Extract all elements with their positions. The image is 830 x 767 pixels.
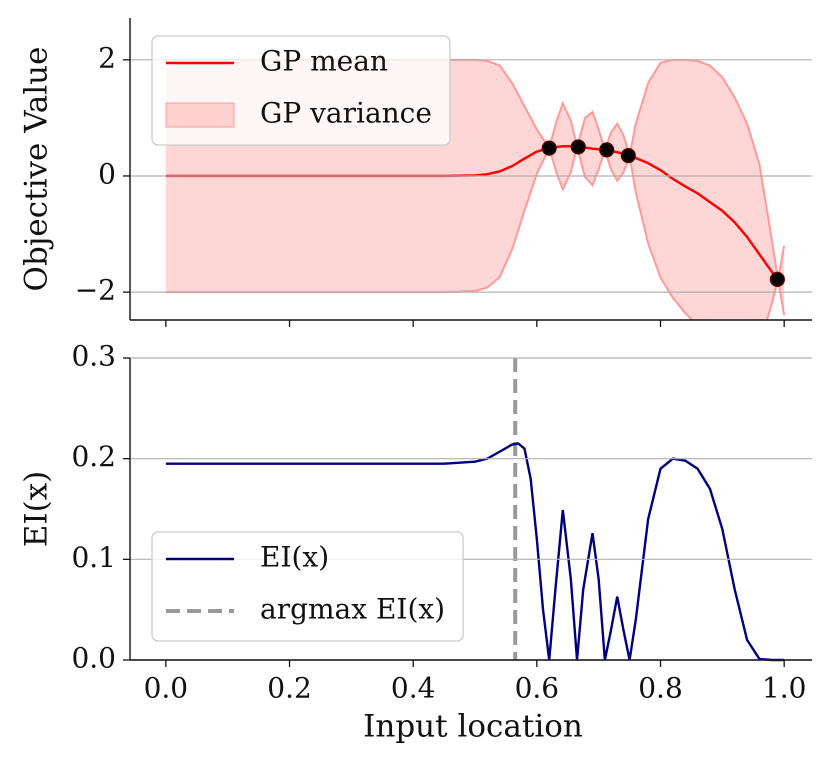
y-tick-label: −2 [75,274,116,307]
observation [620,148,636,164]
y-tick-label: 0.1 [71,541,116,574]
y-tick-label: 0.2 [71,440,116,473]
legend-label: GP mean [260,45,388,78]
y-tick-label: 2 [98,41,116,74]
x-tick-label: 1.0 [762,672,807,705]
legend-label: GP variance [260,97,432,130]
x-tick-label: 0.8 [638,672,683,705]
plot-area [165,358,785,662]
y-tick-label: 0.3 [71,340,116,373]
legend: EI(x) argmax EI(x) [151,531,464,642]
observation [599,142,615,158]
x-axis-label: Input location [363,709,583,745]
x-tick-label: 0.2 [267,672,312,705]
legend-label: EI(x) [260,541,329,574]
y-axis-label: EI(x) [19,471,55,548]
observation [769,271,785,287]
axes: 0.0 0.1 0.2 0.3 0.0 0.2 0.4 0.6 0.8 1.0 EI(x) Input… [19,340,812,745]
observation [570,139,586,155]
observation [541,140,557,156]
x-tick-label: 0.0 [144,672,189,705]
legend-swatch [165,102,235,128]
x-tick-label: 0.4 [391,672,436,705]
axes: −2 0 2 Objective Value GP mean GP variance [19,18,812,327]
legend-label: argmax EI(x) [260,593,445,626]
y-tick-label: 0.0 [71,642,116,675]
x-tick-label: 0.6 [515,672,560,705]
y-axis-label: Objective Value [19,47,55,292]
y-tick-label: 0 [98,157,116,190]
legend: GP mean GP variance [151,35,451,146]
series-line [165,442,785,662]
